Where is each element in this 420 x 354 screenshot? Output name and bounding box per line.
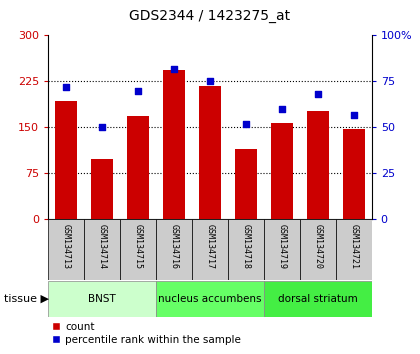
Bar [199,86,221,219]
Bar [264,281,372,317]
Point [135,88,142,93]
Point [278,106,285,112]
Text: GSM134721: GSM134721 [349,224,358,269]
Bar [92,159,113,219]
Bar [156,219,192,280]
Bar [48,281,156,317]
Text: GSM134719: GSM134719 [277,224,286,269]
Point [315,91,321,97]
Point [243,121,249,127]
Text: GSM134715: GSM134715 [134,224,143,269]
Point [207,79,213,84]
Text: GSM134720: GSM134720 [313,224,322,269]
Text: GSM134713: GSM134713 [62,224,71,269]
Text: GSM134716: GSM134716 [170,224,178,269]
Text: GSM134717: GSM134717 [205,224,215,269]
Bar [300,219,336,280]
Bar [271,122,293,219]
Bar [307,111,328,219]
Text: GSM134718: GSM134718 [241,224,250,269]
Text: GDS2344 / 1423275_at: GDS2344 / 1423275_at [129,9,291,23]
Text: BNST: BNST [88,294,116,304]
Bar [48,219,84,280]
Bar [127,116,149,219]
Point [63,84,70,90]
Bar [84,219,120,280]
Text: GSM134714: GSM134714 [98,224,107,269]
Legend: count, percentile rank within the sample: count, percentile rank within the sample [47,317,245,349]
Bar [235,149,257,219]
Bar [264,219,300,280]
Bar [120,219,156,280]
Text: nucleus accumbens: nucleus accumbens [158,294,262,304]
Bar [336,219,372,280]
Point [99,125,105,130]
Bar [192,219,228,280]
Bar [343,129,365,219]
Bar [163,70,185,219]
Text: tissue ▶: tissue ▶ [4,294,49,304]
Bar [55,101,77,219]
Bar [156,281,264,317]
Text: dorsal striatum: dorsal striatum [278,294,358,304]
Point [171,66,177,72]
Bar [228,219,264,280]
Point [350,112,357,118]
